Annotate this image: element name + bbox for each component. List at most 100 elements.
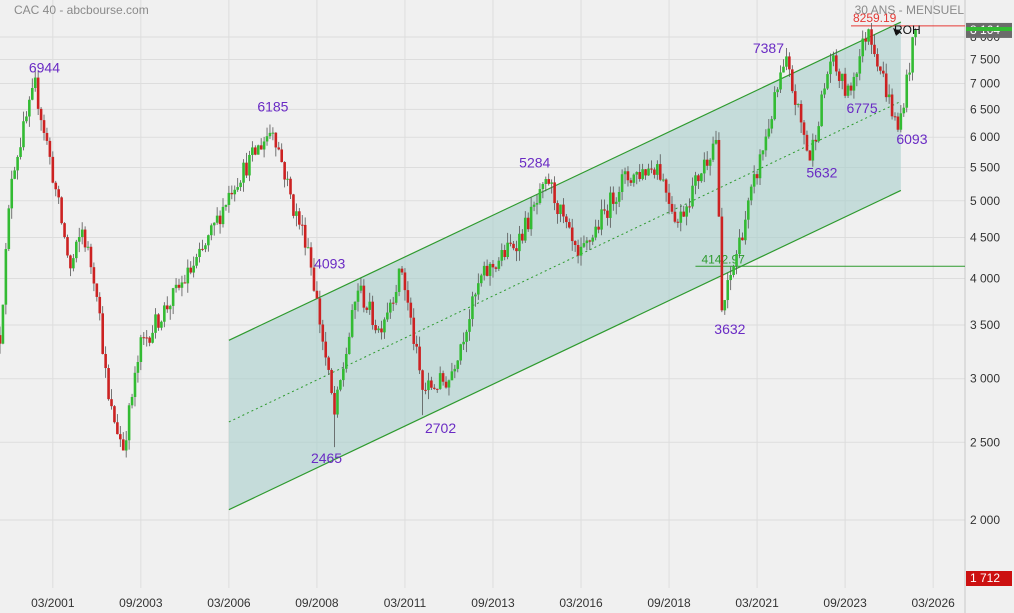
candle-body (477, 283, 480, 295)
candle-body (529, 206, 533, 230)
candle-body (42, 120, 46, 133)
chart-source-title: CAC 40 - abcbourse.com (14, 3, 149, 17)
candle-body (670, 203, 674, 212)
candle-body (623, 171, 627, 175)
channel-mid-line (228, 100, 902, 423)
candle-body (136, 362, 140, 373)
candle-body (873, 44, 876, 55)
y-tick-label: 5 500 (970, 161, 1000, 175)
annotation-6093: 6093 (896, 131, 927, 147)
candle-body (406, 290, 410, 303)
y-tick-label: 7 000 (970, 77, 1000, 91)
candle-body (271, 132, 275, 134)
candle-body (391, 302, 395, 304)
candle-body (280, 149, 284, 163)
candle-body (914, 29, 917, 38)
candle-body (870, 29, 873, 45)
candle-body (726, 280, 730, 301)
x-tick-label: 09/2018 (647, 596, 691, 610)
candle-body (767, 128, 771, 137)
candle-body (306, 247, 310, 249)
candle-body (142, 337, 146, 339)
candle-body (403, 272, 407, 291)
candle-body (632, 174, 636, 183)
annotations: 6944 6185 4093 2465 2702 5284 3632 7387 5632 6775… (29, 11, 928, 466)
candle-body (327, 357, 330, 370)
annotation-4093: 4093 (314, 255, 345, 271)
candle-body (708, 159, 712, 166)
candle-body (447, 380, 451, 388)
candle-body (432, 387, 436, 389)
candle-body (321, 324, 325, 342)
candle-body (547, 179, 551, 184)
low-value-badge (966, 571, 1012, 586)
candle-body (121, 439, 125, 451)
candle-body (576, 245, 580, 256)
candle-body (814, 139, 818, 142)
candle-body (16, 156, 19, 171)
candle-body (738, 237, 741, 255)
candle-body (66, 237, 69, 256)
candle-body (28, 99, 31, 117)
x-tick-label: 03/2001 (31, 596, 75, 610)
candle-body (573, 241, 577, 246)
candle-body (879, 66, 882, 71)
candle-body (86, 246, 90, 248)
candle-body (594, 226, 597, 238)
candle-body (292, 194, 295, 216)
candle-body (526, 217, 530, 230)
candle-body (603, 209, 606, 211)
trend-channel (228, 21, 902, 511)
candle-body (347, 336, 351, 354)
candlesticks (0, 22, 917, 458)
candle-body (688, 206, 691, 208)
candle-body (104, 353, 107, 369)
candle-body (163, 305, 166, 322)
candle-body (110, 399, 113, 407)
candle-body (19, 147, 22, 157)
candle-body (212, 222, 216, 226)
candle-body (151, 332, 154, 343)
candle-body (488, 263, 492, 276)
candle-body (799, 103, 803, 123)
candle-body (811, 139, 815, 161)
candle-body (300, 224, 304, 226)
candle-body (497, 260, 501, 269)
candle-body (418, 346, 421, 371)
candle-body (843, 73, 847, 96)
candle-body (702, 159, 706, 174)
candle-body (227, 192, 231, 205)
candle-body (95, 283, 99, 297)
candle-body (450, 371, 454, 381)
y-tick-label: 5 000 (970, 194, 1000, 208)
candle-body (620, 174, 624, 193)
candle-body (333, 392, 336, 415)
resistance-label: 8259.19 (853, 11, 897, 25)
candle-body (606, 210, 609, 218)
candle-body (171, 288, 175, 306)
candle-body (69, 255, 72, 269)
annotation-5632: 5632 (806, 164, 837, 180)
candle-body (503, 250, 507, 258)
candle-body (83, 229, 87, 248)
candle-body (233, 189, 237, 195)
candle-body (523, 217, 527, 241)
candle-body (521, 233, 524, 241)
candle-body (80, 229, 84, 238)
candle-body (832, 55, 835, 62)
candle-body (139, 337, 143, 363)
candle-body (732, 266, 735, 276)
candle-body (218, 215, 222, 225)
candle-body (465, 331, 468, 342)
roh-label: ROH (894, 23, 921, 37)
annotation-5284: 5284 (519, 155, 550, 171)
candle-body (823, 88, 826, 95)
candle-body (635, 172, 639, 175)
candle-body (7, 208, 11, 250)
candle-body (653, 169, 656, 175)
candle-body (438, 373, 442, 389)
candle-body (538, 189, 542, 203)
candle-body (541, 183, 545, 190)
candle-body (183, 282, 187, 284)
candle-body (667, 192, 671, 204)
